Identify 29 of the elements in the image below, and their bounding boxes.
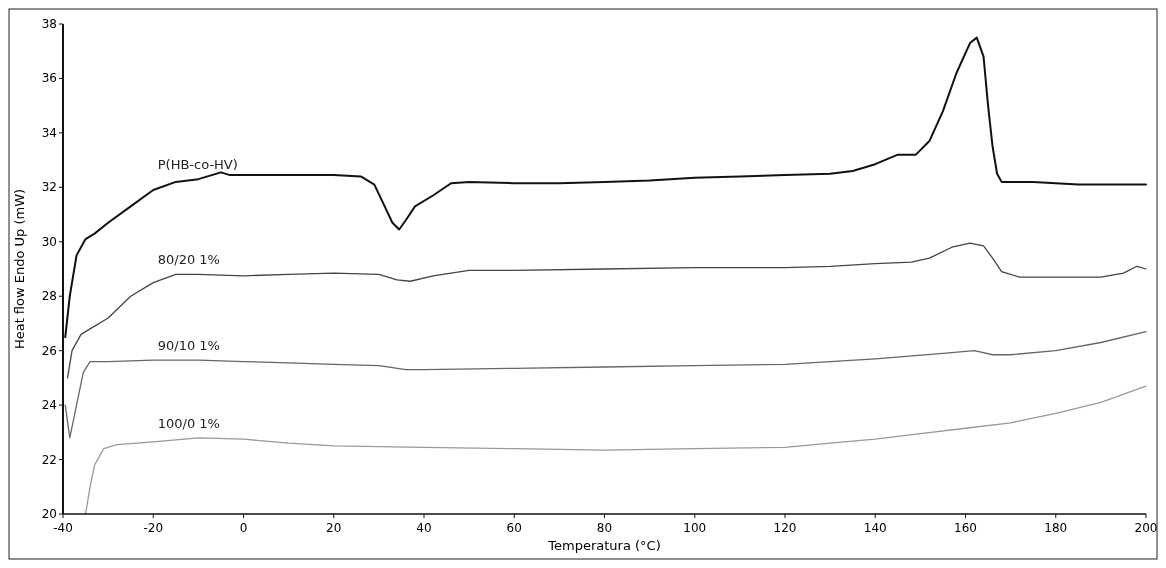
y-tick-label: 38 <box>41 17 57 31</box>
y-tick-label: 34 <box>41 125 57 140</box>
x-tick-label: 100 <box>683 521 707 535</box>
y-axis-title: Heat flow Endo Up (mW) <box>12 188 27 350</box>
x-tick-label: 0 <box>239 521 248 535</box>
y-tick-label: 32 <box>41 180 57 195</box>
y-tick-label: 36 <box>41 71 57 86</box>
x-axis-title: Temperatura (°C) <box>547 538 661 553</box>
series-label: 100/0 1% <box>157 415 220 431</box>
x-tick-label: 40 <box>416 521 432 535</box>
x-tick-label: 180 <box>1044 521 1068 535</box>
series-label: 80/20 1% <box>157 252 220 268</box>
y-tick-label: 22 <box>41 452 57 467</box>
y-tick-label: 30 <box>41 234 57 249</box>
x-tick-label: 20 <box>326 521 342 535</box>
x-tick-label: 120 <box>773 521 797 535</box>
x-tick-label: -20 <box>143 521 164 535</box>
series-label: 90/10 1% <box>157 338 220 354</box>
y-tick-label: 20 <box>41 507 57 521</box>
x-tick-label: 160 <box>954 521 977 535</box>
y-tick-label: 24 <box>41 398 57 413</box>
x-tick-label: 140 <box>863 521 887 535</box>
x-tick-label: 60 <box>506 521 522 535</box>
x-tick-label: 200 <box>1134 521 1158 535</box>
series-label: P(HB-co-HV) <box>157 157 238 173</box>
x-tick-label: -40 <box>53 521 73 535</box>
y-tick-label: 28 <box>41 289 57 304</box>
y-tick-label: 26 <box>41 343 57 358</box>
x-tick-label: 80 <box>596 521 613 535</box>
